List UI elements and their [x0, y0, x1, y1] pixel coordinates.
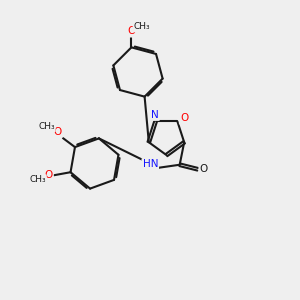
- Text: O: O: [127, 26, 136, 37]
- Text: HN: HN: [142, 159, 158, 169]
- Text: O: O: [180, 113, 188, 124]
- Text: O: O: [44, 170, 53, 180]
- Text: CH₃: CH₃: [29, 175, 46, 184]
- Text: CH₃: CH₃: [134, 22, 150, 32]
- Text: N: N: [151, 110, 159, 120]
- Text: O: O: [53, 127, 62, 137]
- Text: O: O: [200, 164, 208, 174]
- Text: CH₃: CH₃: [38, 122, 55, 131]
